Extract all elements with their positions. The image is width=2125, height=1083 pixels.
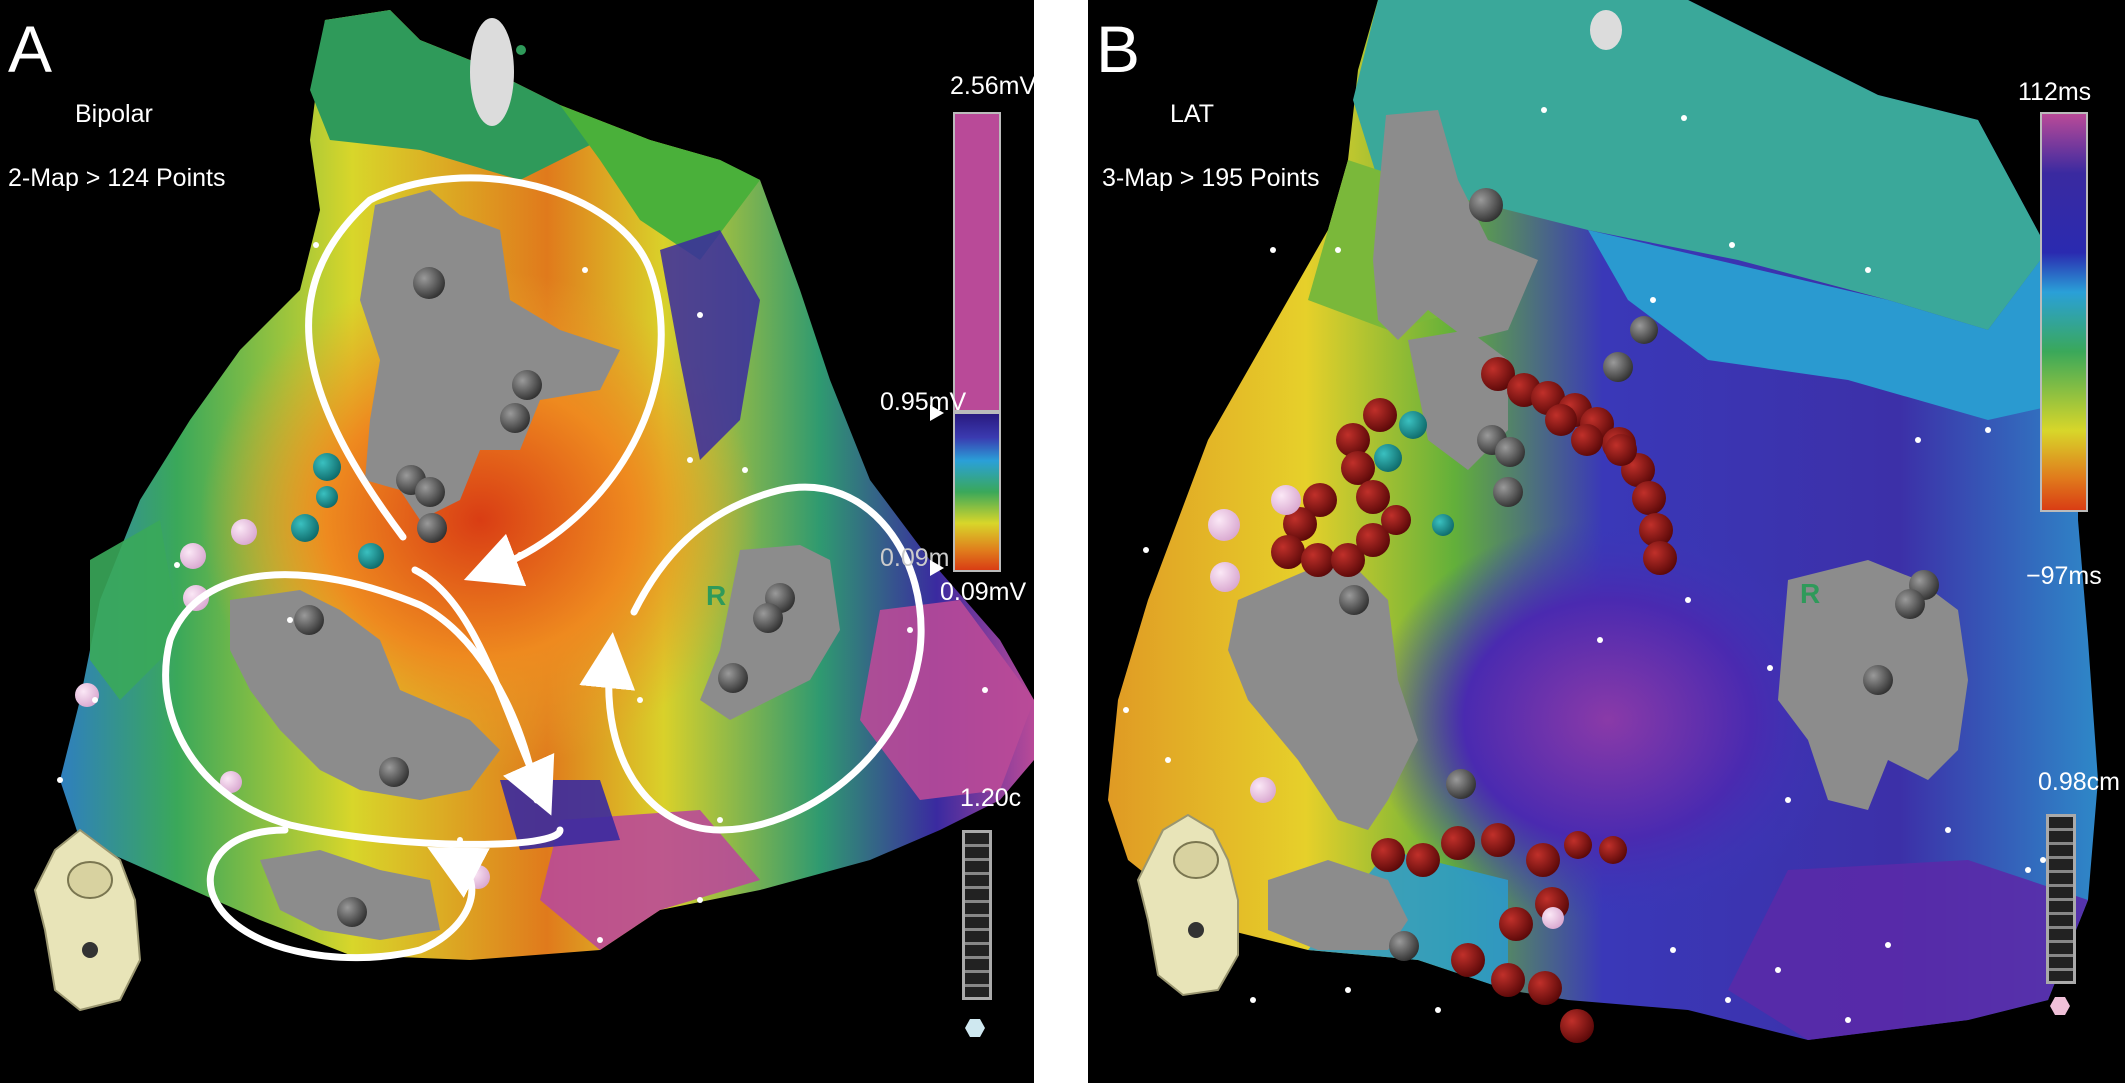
scale-label: 0.98cm [2038,768,2120,796]
roof-region [1353,0,2048,330]
bipolar-voltage-map [33,10,1034,1012]
low-voltage-region-right [860,600,1034,800]
scale-hex-marker [2050,997,2070,1015]
map-type-label: LAT [1170,100,1214,128]
heart-orientation-icon [1136,813,1239,997]
scale-label: 1.20c [960,784,1022,812]
threshold-pointer-lower [930,560,944,576]
colorbar-scale [2040,112,2088,512]
catheter-tip-oval [470,18,514,126]
reentry-circuit-arrows [162,174,925,962]
roof-region [310,10,600,180]
map-points-label: 3-Map > 195 Points [1102,164,1320,192]
heart-orientation-icon [33,828,142,1012]
colorbar-min-label: −97ms [2026,562,2102,590]
colorbar-max-label: 2.56mV [950,72,1034,100]
reference-marker-label: R [706,580,727,611]
colorbar-scale [953,412,1001,572]
catheter-tip-oval [1590,10,1622,50]
low-voltage-region-bottom [540,810,760,950]
colorbar-upper-threshold-label: 0.95mV [880,388,967,416]
panel-a: A Bipolar 2-Map > 124 Points 2.56mV 0.95… [0,0,1034,1083]
colorbar-above-range [953,112,1001,412]
blue-region-upper [1588,230,2078,420]
purple-region-bottom [1728,860,2088,1040]
late-activation-region [1368,520,1848,920]
ablation-points-teal [291,453,384,569]
reference-marker-label: R [1800,578,1821,609]
catheter-marker [516,45,526,55]
colorbar-max-label: 112ms [2018,78,2092,106]
panel-letter-a: A [8,12,53,86]
scale-hex-marker [965,1019,985,1037]
scale-bar [962,830,992,1000]
scale-bar [2046,814,2076,984]
lat-activation-map [1108,0,2098,1043]
colorbar-min-label: 0.09mV [940,578,1027,606]
ablation-lesions-red [1271,357,1677,1043]
scar-patch-bottom [1268,860,1408,950]
left-green-region [90,520,180,700]
scar-patch-bottom [260,850,440,940]
map-type-label: Bipolar [75,100,153,128]
low-voltage-band-1 [660,230,760,460]
ablation-points-pink [1208,485,1564,929]
ablation-points-teal [1374,411,1454,536]
ablation-points-grey [1339,188,1939,961]
upper-right-region [560,105,760,260]
map-points-label: 2-Map > 124 Points [8,164,226,192]
panel-letter-b: B [1096,12,1141,86]
mapping-points [1123,107,2046,1023]
scar-patch-upper [1373,110,1538,340]
panel-b: B LAT 3-Map > 195 Points 112ms −97ms R 0… [1088,0,2125,1083]
scar-patch-left [1228,560,1418,830]
threshold-pointer-upper [930,405,944,421]
scar-patch-middle-left [230,590,500,800]
ablation-points-grey [294,267,795,927]
